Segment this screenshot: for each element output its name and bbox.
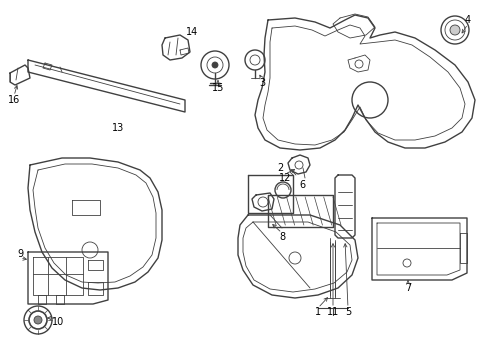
Text: 10: 10: [52, 317, 64, 327]
Text: 16: 16: [8, 95, 20, 105]
Text: 4: 4: [465, 15, 471, 25]
Text: 5: 5: [345, 307, 351, 317]
Text: 15: 15: [212, 83, 224, 93]
Text: 9: 9: [17, 249, 23, 259]
Text: 12: 12: [279, 173, 291, 183]
Text: 11: 11: [327, 307, 339, 317]
Circle shape: [212, 62, 218, 68]
Text: 2: 2: [277, 163, 283, 173]
Circle shape: [450, 25, 460, 35]
Circle shape: [34, 316, 42, 324]
Text: 8: 8: [279, 232, 285, 242]
Text: 7: 7: [405, 283, 411, 293]
Text: 1: 1: [315, 307, 321, 317]
Text: 3: 3: [259, 78, 265, 88]
Text: 14: 14: [186, 27, 198, 37]
Text: 6: 6: [299, 180, 305, 190]
Text: 13: 13: [112, 123, 124, 133]
